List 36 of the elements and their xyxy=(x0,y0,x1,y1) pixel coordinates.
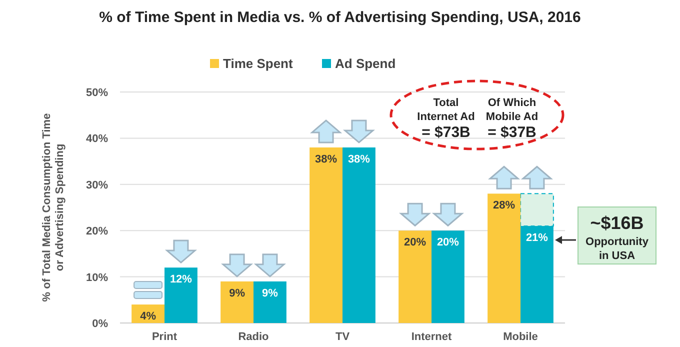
bar xyxy=(164,268,198,323)
legend-label: Time Spent xyxy=(223,56,294,71)
x-tick-label: Internet xyxy=(411,331,452,343)
y-tick-label: 10% xyxy=(86,272,108,284)
x-tick-label: TV xyxy=(335,331,350,343)
bar xyxy=(310,147,342,323)
data-label: 38% xyxy=(315,153,338,166)
data-label: 12% xyxy=(170,274,192,286)
y-tick-label: 50% xyxy=(86,87,108,99)
chart-title: % of Time Spent in Media vs. % of Advertising Spending, USA, 2016 xyxy=(99,9,581,26)
y-tick-label: 30% xyxy=(86,179,108,192)
x-tick-label: Mobile xyxy=(503,331,538,343)
x-tick-label: Radio xyxy=(238,331,270,343)
legend-label: Ad Spend xyxy=(335,56,396,71)
data-label: 9% xyxy=(262,287,278,300)
y-tick-label: 20% xyxy=(86,226,108,238)
bar xyxy=(342,147,376,323)
y-tick-label: 40% xyxy=(86,133,108,146)
bar xyxy=(254,281,286,323)
data-label: 4% xyxy=(140,310,156,323)
y-axis-title: % of Total Media Consumption Time or Advertising Spending xyxy=(41,113,66,302)
bar xyxy=(488,194,520,323)
data-label: 21% xyxy=(526,232,548,244)
data-label: 9% xyxy=(229,287,246,300)
annotation: Of Which Mobile Ad = $37B xyxy=(486,97,538,141)
x-tick-label: Print xyxy=(152,331,178,343)
bar xyxy=(432,230,464,323)
data-label: 38% xyxy=(348,153,370,166)
bar xyxy=(220,281,254,323)
annotation: Total Internet Ad = $73B xyxy=(417,97,475,141)
data-label: 20% xyxy=(404,236,426,249)
bar xyxy=(398,230,432,323)
y-tick-label: 0% xyxy=(92,318,108,330)
text: ~$16B Opportunity in USA xyxy=(586,213,650,262)
data-label: 20% xyxy=(436,236,460,249)
data-label: 28% xyxy=(493,200,516,212)
